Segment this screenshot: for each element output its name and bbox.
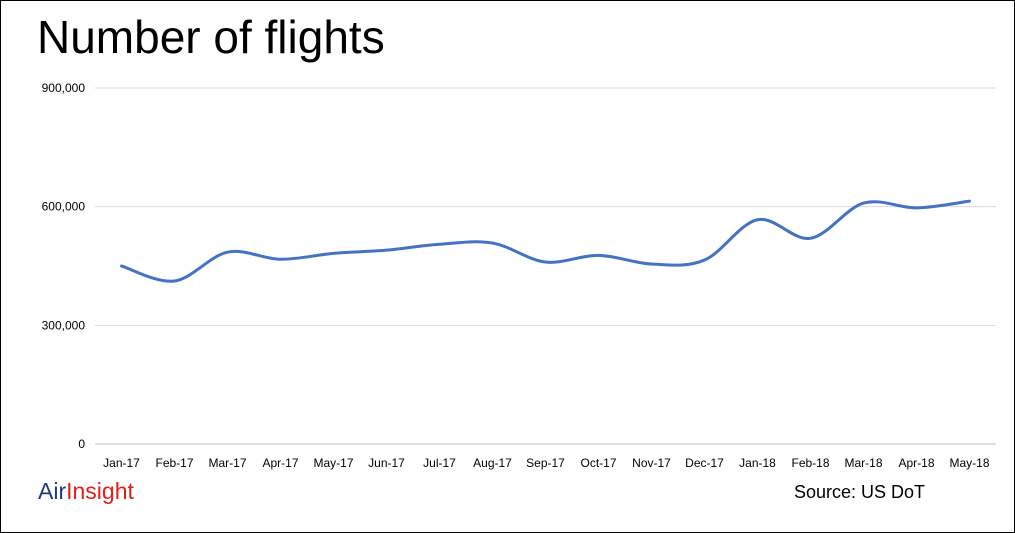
source-note: Source: US DoT bbox=[794, 482, 926, 502]
x-tick-label: Jan-18 bbox=[739, 456, 776, 470]
x-tick-label: May-18 bbox=[949, 456, 989, 470]
x-tick-label: Jun-17 bbox=[368, 456, 405, 470]
y-tick-label: 900,000 bbox=[42, 81, 86, 95]
gridlines bbox=[95, 87, 996, 445]
x-tick-label: Apr-17 bbox=[262, 456, 298, 470]
chart-title: Number of flights bbox=[37, 11, 385, 63]
x-tick-label: Mar-18 bbox=[844, 456, 882, 470]
y-tick-label: 300,000 bbox=[42, 318, 86, 332]
x-tick-label: Apr-18 bbox=[898, 456, 934, 470]
x-tick-label: Sep-17 bbox=[526, 456, 565, 470]
logo-text-insight: Insight bbox=[66, 478, 134, 504]
x-tick-label: May-17 bbox=[313, 456, 353, 470]
x-tick-label: Mar-17 bbox=[208, 456, 246, 470]
series-lines bbox=[120, 199, 971, 283]
x-tick-label: Jul-17 bbox=[423, 456, 456, 470]
y-tick-label: 600,000 bbox=[42, 200, 86, 214]
y-axis-tick-labels: 0 300,000 600,000 900,000 bbox=[42, 81, 86, 451]
x-tick-label: Jan-17 bbox=[103, 456, 140, 470]
x-tick-label: Oct-17 bbox=[580, 456, 616, 470]
x-tick-label: Nov-17 bbox=[632, 456, 671, 470]
x-tick-label: Aug-17 bbox=[473, 456, 512, 470]
x-tick-label: Feb-18 bbox=[791, 456, 829, 470]
y-tick-label: 0 bbox=[78, 437, 85, 451]
logo-text-air: Air bbox=[38, 478, 67, 504]
x-tick-label: Feb-17 bbox=[155, 456, 193, 470]
series-line-flights bbox=[120, 199, 971, 283]
x-tick-label: Dec-17 bbox=[685, 456, 724, 470]
airinsight-logo: AirInsight bbox=[38, 480, 134, 503]
x-axis-tick-labels: Jan-17 Feb-17 Mar-17 Apr-17 May-17 Jun-17 Jul-… bbox=[103, 456, 990, 470]
